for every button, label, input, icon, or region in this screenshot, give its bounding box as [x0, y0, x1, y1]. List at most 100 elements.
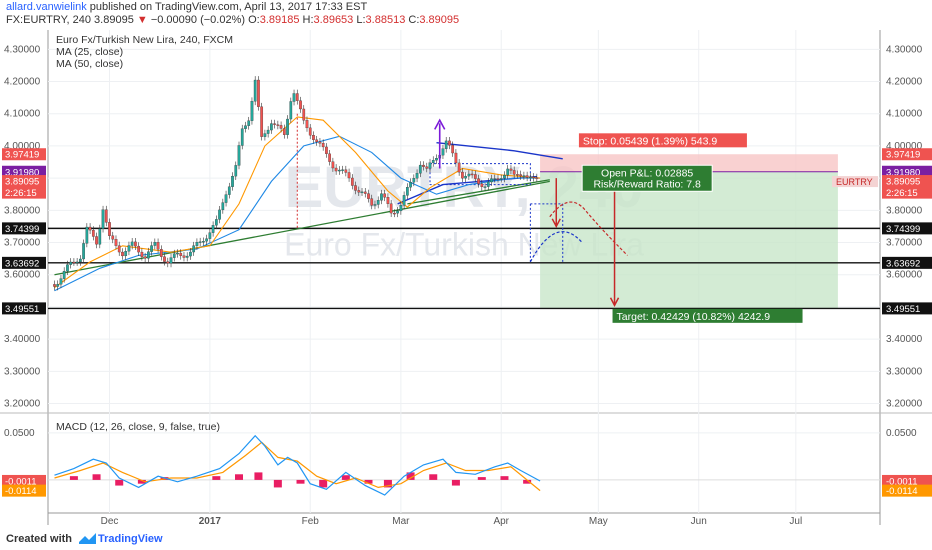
trend-line-upper — [407, 179, 550, 205]
candle-body — [150, 245, 153, 252]
candle-body — [405, 187, 409, 196]
candle-body — [82, 243, 85, 260]
candle-body — [237, 145, 241, 166]
candle-body — [282, 128, 286, 135]
right-level-tag: 3.63692 — [886, 258, 920, 269]
right-level-tag: 3.49551 — [886, 304, 920, 315]
ohlc-open: 3.89185 — [259, 14, 300, 26]
author-link[interactable]: allard.vanwielink — [6, 1, 87, 13]
candle-body — [480, 183, 484, 187]
candle-body — [308, 127, 312, 136]
candle-body — [532, 176, 535, 179]
candle-body — [176, 252, 179, 255]
y-tick-label-left: 3.20000 — [4, 399, 41, 410]
y-tick-label-right: 4.30000 — [886, 44, 923, 55]
candle-body — [503, 174, 506, 179]
candle-body — [328, 153, 331, 162]
candle-body — [409, 182, 412, 188]
candle-body — [467, 173, 471, 177]
published-text: published on TradingView.com, April 13, … — [89, 1, 368, 13]
left-level-tag-bg — [2, 222, 46, 235]
candle-body — [117, 245, 121, 253]
chart-title: Euro Fx/Turkish New Lira, 240, FXCM — [56, 34, 233, 46]
candle-body — [205, 238, 208, 242]
symbol-tag: EURTRY — [836, 177, 873, 187]
candle-body — [383, 193, 387, 198]
candle-body — [525, 175, 529, 178]
candle-body — [338, 169, 341, 172]
macd-histogram-bar — [364, 479, 373, 484]
candle-body — [172, 253, 176, 258]
footer: Created with TradingView — [0, 527, 932, 550]
candle-body — [493, 178, 497, 180]
candle-body — [273, 123, 276, 125]
candle-body — [386, 197, 390, 204]
macd-title: MACD (12, 26, close, 9, false, true) — [56, 421, 220, 433]
candle-body — [189, 251, 192, 257]
tradingview-brand[interactable]: TradingView — [98, 533, 163, 545]
projection-path-blue — [529, 231, 583, 263]
candle-body — [159, 249, 163, 257]
candle-body — [62, 271, 66, 279]
macd-histogram-bar — [273, 479, 282, 488]
macd-histogram-bar — [137, 479, 146, 484]
candle-body — [214, 219, 218, 226]
right-level-tag: 3.74399 — [886, 224, 920, 235]
candle-body — [415, 173, 419, 179]
candle-body — [108, 222, 111, 236]
candle-body — [535, 177, 539, 179]
candle-body — [169, 257, 173, 264]
left-price-tag-bg — [2, 165, 46, 178]
stop-label-bg — [578, 133, 747, 148]
candle-body — [441, 148, 445, 156]
x-tick-label: Apr — [493, 516, 509, 527]
y-tick-label-left: 4.20000 — [4, 77, 41, 88]
candle-body — [260, 106, 264, 137]
candle-body — [85, 226, 89, 244]
candle-body — [156, 242, 160, 250]
right-price-tag-bg — [882, 148, 932, 161]
candle-body — [376, 200, 380, 205]
macd-histogram-bar — [115, 479, 124, 486]
candle-body — [202, 241, 205, 243]
left-level-tag-bg — [2, 302, 46, 315]
candle-body — [331, 161, 335, 169]
candle-body — [104, 209, 108, 223]
macd-tick-left: 0.0500 — [4, 428, 35, 439]
price-change: −0.00090 (−0.02%) — [150, 14, 246, 26]
candle-body — [289, 101, 293, 120]
candle-body — [240, 128, 244, 146]
candle-body — [334, 167, 338, 172]
left-price-tag: 3.91980 — [5, 167, 39, 178]
left-level-tag: 3.74399 — [5, 224, 39, 235]
candle-body — [72, 261, 76, 264]
macd-histogram-bar — [383, 479, 392, 488]
candle-body — [69, 261, 73, 265]
macd-tick-right: 0.0500 — [886, 428, 917, 439]
y-tick-label-left: 3.40000 — [4, 334, 41, 345]
candle-body — [101, 209, 105, 229]
up-arrow-icon — [434, 118, 446, 130]
candle-body — [318, 141, 322, 144]
candle-body — [134, 241, 137, 247]
candle-body — [422, 164, 425, 167]
candle-body — [234, 165, 238, 177]
candle-body — [380, 193, 383, 201]
legend-ma25: MA (25, close) — [56, 46, 123, 58]
candle-body — [363, 191, 367, 194]
candle-body — [425, 166, 429, 169]
trend-line-lower — [54, 180, 550, 276]
candle-body — [454, 152, 458, 164]
y-tick-label-right: 3.60000 — [886, 270, 923, 281]
left-level-tag: 3.49551 — [5, 304, 39, 315]
candle-body — [448, 140, 451, 146]
y-tick-label-right: 3.70000 — [886, 238, 923, 249]
y-tick-label-left: 3.30000 — [4, 366, 41, 377]
candle-body — [286, 118, 289, 135]
candle-body — [506, 168, 510, 176]
ma25-series — [54, 116, 541, 289]
candle-body — [127, 245, 131, 252]
target-arrow-icon — [609, 297, 620, 307]
candle-body — [253, 79, 257, 102]
